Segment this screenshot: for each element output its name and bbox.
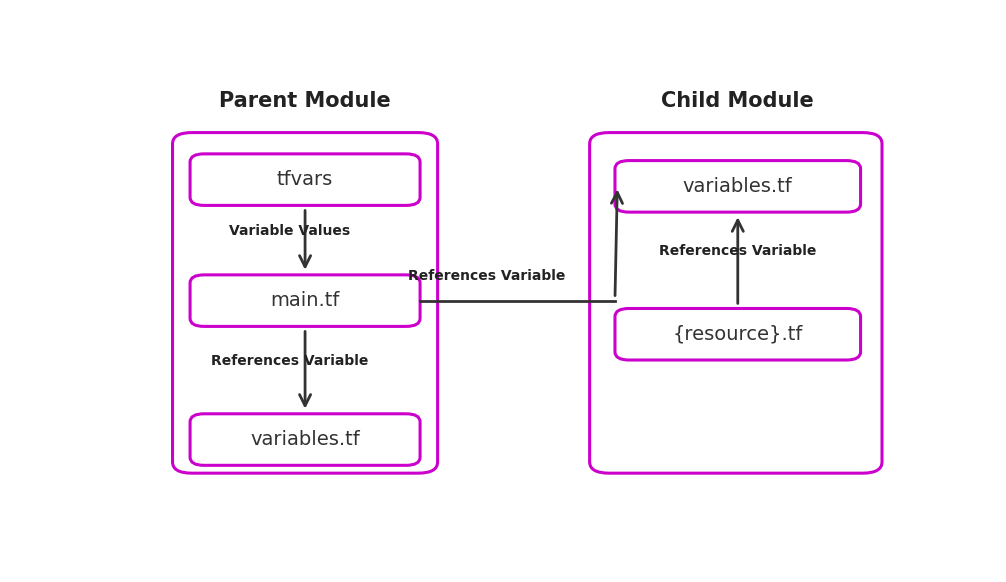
FancyBboxPatch shape	[590, 133, 882, 473]
Text: Child Module: Child Module	[661, 91, 814, 111]
FancyBboxPatch shape	[615, 308, 860, 360]
FancyBboxPatch shape	[190, 414, 421, 466]
Text: tfvars: tfvars	[277, 170, 333, 189]
Text: References Variable: References Variable	[211, 354, 368, 368]
FancyBboxPatch shape	[615, 161, 860, 212]
Text: Parent Module: Parent Module	[219, 91, 391, 111]
Text: variables.tf: variables.tf	[683, 177, 793, 196]
FancyBboxPatch shape	[190, 275, 421, 327]
Text: References Variable: References Variable	[659, 244, 817, 258]
Text: {resource}.tf: {resource}.tf	[673, 325, 803, 344]
Text: References Variable: References Variable	[407, 269, 565, 283]
FancyBboxPatch shape	[190, 154, 421, 205]
Text: Variable Values: Variable Values	[229, 224, 350, 238]
FancyBboxPatch shape	[173, 133, 438, 473]
Text: variables.tf: variables.tf	[250, 430, 360, 449]
Text: main.tf: main.tf	[271, 291, 340, 310]
